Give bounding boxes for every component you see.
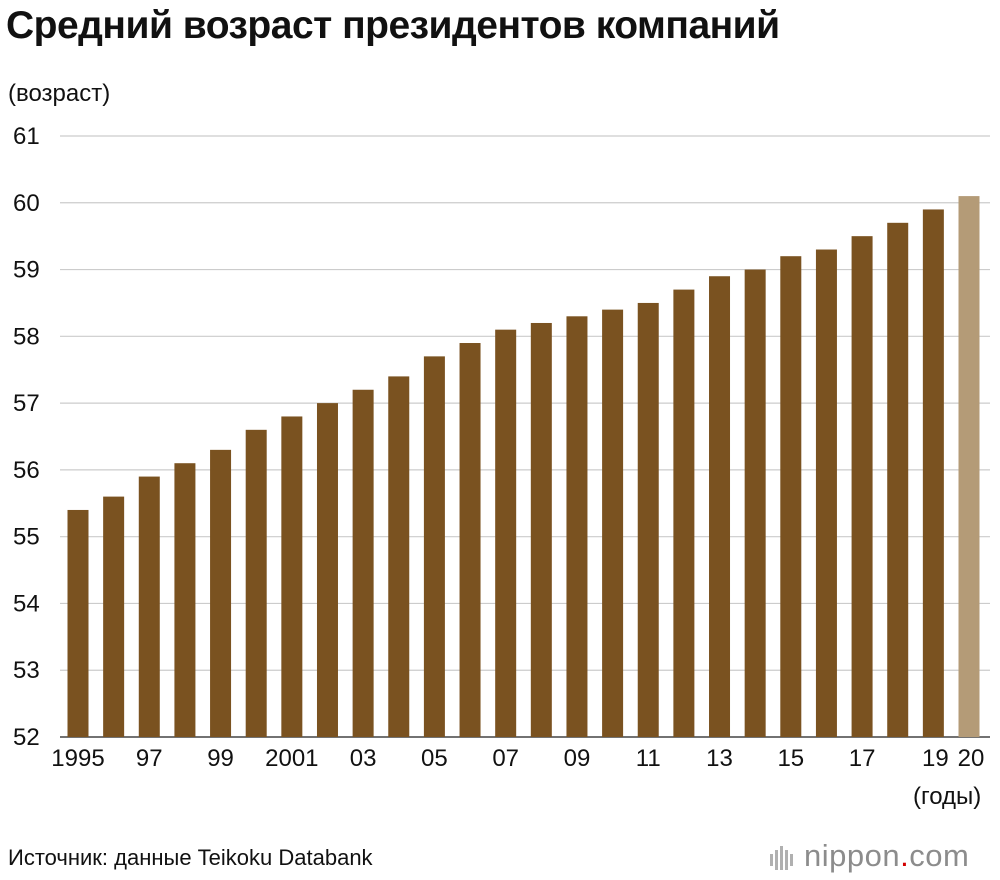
x-tick-label: 19 [922, 745, 949, 772]
bar-2020 [958, 196, 980, 738]
logo-bars-icon [770, 846, 793, 870]
bar-2015 [780, 256, 802, 737]
y-tick-label: 55 [13, 524, 40, 551]
x-tick-label: 99 [207, 745, 234, 772]
x-tick-label: 2001 [265, 745, 318, 772]
bar-1995 [67, 509, 89, 737]
y-tick-label: 56 [13, 457, 40, 484]
nippon-logo[interactable]: nippon.com [770, 838, 995, 878]
x-tick-label: 13 [706, 745, 733, 772]
bar-2011 [637, 302, 659, 737]
y-tick-label: 53 [13, 657, 40, 684]
bar-1999 [210, 449, 232, 737]
x-tick-label: 05 [421, 745, 448, 772]
chart-title: Средний возраст президентов компаний [6, 4, 780, 47]
bar-2004 [388, 376, 410, 737]
logo-dot: . [900, 838, 910, 873]
y-axis-label: (возраст) [8, 80, 111, 107]
bar-2000 [245, 429, 267, 737]
source-note: Источник: данные Teikoku Databank [8, 845, 373, 870]
bar-2005 [423, 356, 445, 737]
x-tick-label: 11 [636, 745, 661, 772]
bar-2013 [709, 276, 731, 737]
x-tick-label: 17 [849, 745, 876, 772]
x-tick-label: 07 [492, 745, 519, 772]
bar-2019 [922, 209, 944, 737]
x-tick-label: 97 [136, 745, 163, 772]
bar-2018 [887, 222, 909, 738]
logo-suffix: com [909, 838, 970, 873]
bar-2001 [281, 416, 303, 737]
bar-1997 [138, 476, 160, 737]
y-tick-label: 58 [13, 323, 40, 350]
logo-name: nippon [804, 838, 901, 873]
bar-2009 [566, 316, 588, 737]
x-tick-label: 20 [958, 745, 985, 772]
bar-1996 [103, 496, 125, 737]
bar-1998 [174, 463, 196, 737]
bar-2007 [495, 329, 517, 737]
x-tick-label: 1995 [51, 745, 104, 772]
y-tick-label: 61 [13, 123, 40, 150]
x-tick-label: 15 [777, 745, 804, 772]
bar-2012 [673, 289, 695, 737]
bar-2017 [851, 236, 873, 737]
bar-2006 [459, 343, 481, 737]
logo-text: nippon.com [804, 838, 969, 874]
y-tick-label: 52 [13, 724, 40, 751]
y-tick-label: 57 [13, 390, 40, 417]
bar-2016 [815, 249, 837, 737]
x-axis-label: (годы) [913, 783, 982, 810]
y-tick-label: 59 [13, 257, 40, 284]
bar-2014 [744, 269, 766, 737]
x-tick-label: 03 [350, 745, 377, 772]
bar-2008 [530, 322, 552, 737]
bar-2003 [352, 389, 374, 737]
y-tick-label: 54 [13, 590, 40, 617]
y-tick-label: 60 [13, 190, 40, 217]
x-tick-label: 09 [564, 745, 591, 772]
bar-2010 [602, 309, 624, 737]
bar-2002 [316, 403, 338, 737]
